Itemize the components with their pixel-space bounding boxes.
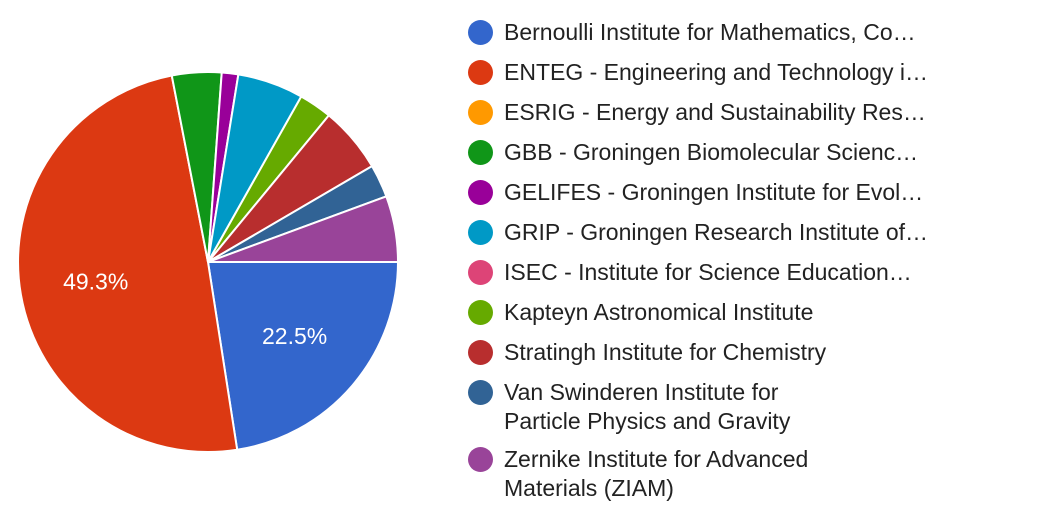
legend-swatch-icon	[468, 100, 493, 125]
legend-item[interactable]: GELIFES - Groningen Institute for Evol…	[468, 178, 1028, 207]
legend-swatch-icon	[468, 220, 493, 245]
legend-label: GBB - Groningen Biomolecular Scienc…	[504, 139, 918, 165]
legend-label: GRIP - Groningen Research Institute of…	[504, 219, 928, 245]
legend-item[interactable]: Kapteyn Astronomical Institute	[468, 298, 1028, 327]
slice-data-label: 49.3%	[63, 269, 128, 295]
legend-swatch-icon	[468, 380, 493, 405]
legend-swatch-icon	[468, 180, 493, 205]
slice-data-label: 22.5%	[262, 323, 327, 349]
legend-label: ESRIG - Energy and Sustainability Res…	[504, 99, 926, 125]
legend-item[interactable]: Stratingh Institute for Chemistry	[468, 338, 1028, 367]
legend-item[interactable]: Bernoulli Institute for Mathematics, Co…	[468, 18, 1028, 47]
legend-label: Van Swinderen Institute for Particle Phy…	[504, 379, 790, 434]
legend-item[interactable]: GRIP - Groningen Research Institute of…	[468, 218, 1028, 247]
legend-swatch-icon	[468, 20, 493, 45]
legend-swatch-icon	[468, 260, 493, 285]
legend-item[interactable]: Zernike Institute for Advanced Materials…	[468, 445, 1028, 503]
legend-item[interactable]: GBB - Groningen Biomolecular Scienc…	[468, 138, 1028, 167]
legend-item[interactable]: Van Swinderen Institute for Particle Phy…	[468, 378, 1028, 436]
legend-label: GELIFES - Groningen Institute for Evol…	[504, 179, 923, 205]
pie-plot: 22.5% 49.3%	[0, 0, 440, 520]
legend-label: ENTEG - Engineering and Technology i…	[504, 59, 928, 85]
pie-slice[interactable]	[208, 262, 398, 450]
legend-label: Kapteyn Astronomical Institute	[504, 299, 813, 325]
legend-label: ISEC - Institute for Science Education…	[504, 259, 912, 285]
chart-legend: Bernoulli Institute for Mathematics, Co……	[468, 18, 1028, 512]
legend-item[interactable]: ESRIG - Energy and Sustainability Res…	[468, 98, 1028, 127]
legend-swatch-icon	[468, 300, 493, 325]
legend-swatch-icon	[468, 340, 493, 365]
legend-item[interactable]: ISEC - Institute for Science Education…	[468, 258, 1028, 287]
legend-label: Stratingh Institute for Chemistry	[504, 339, 826, 365]
legend-item[interactable]: ENTEG - Engineering and Technology i…	[468, 58, 1028, 87]
legend-label: Zernike Institute for Advanced Materials…	[504, 446, 808, 501]
legend-swatch-icon	[468, 140, 493, 165]
legend-swatch-icon	[468, 60, 493, 85]
legend-swatch-icon	[468, 447, 493, 472]
legend-label: Bernoulli Institute for Mathematics, Co…	[504, 19, 916, 45]
